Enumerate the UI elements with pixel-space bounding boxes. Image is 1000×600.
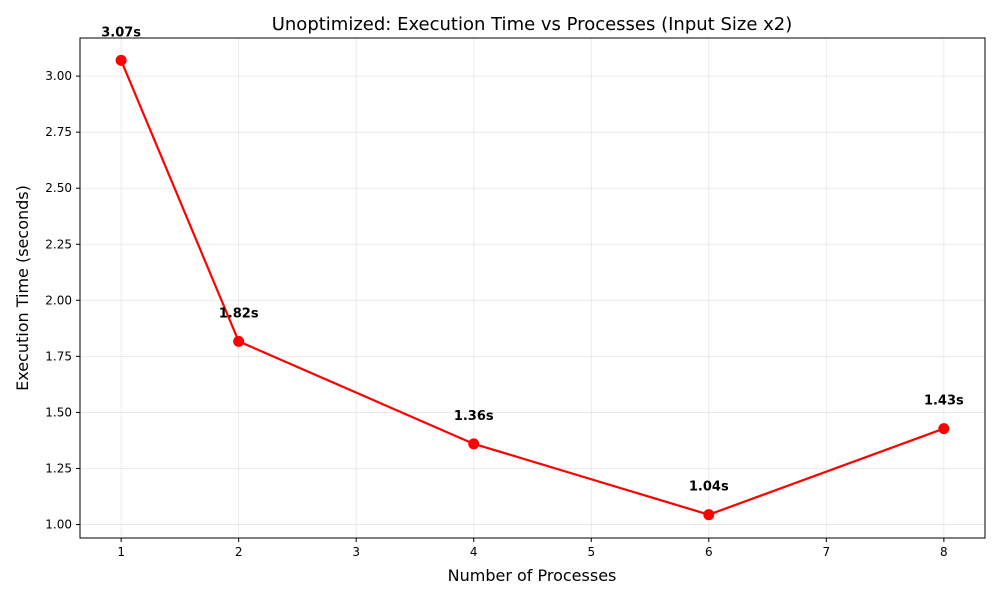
data-label: 1.04s [689,480,729,495]
x-tick-label: 3 [352,545,360,559]
x-tick-label: 6 [705,545,713,559]
y-axis-ticks: 1.00 1.25 1.50 1.75 2.00 2.25 2.50 2.75 3.00 [45,69,80,532]
data-point [703,509,715,521]
series-line [120,59,945,516]
y-tick-label: 3.00 [45,69,72,83]
data-labels-group: 3.07s 1.82s 1.36s 1.04s 1.43s [101,25,964,494]
series-points-group [115,54,950,521]
series-line-group [120,59,945,516]
x-tick-label: 7 [823,545,831,559]
y-tick-label: 1.00 [45,518,72,532]
x-tick-label: 2 [235,545,243,559]
y-tick-label: 2.50 [45,181,72,195]
x-tick-label: 5 [587,545,595,559]
x-axis-label: Number of Processes [448,566,617,585]
data-point [468,438,480,450]
chart-title: Unoptimized: Execution Time vs Processes… [272,14,793,35]
data-label: 1.82s [219,306,259,321]
x-tick-label: 8 [940,545,948,559]
grid [80,38,985,538]
y-tick-label: 1.75 [45,349,72,363]
plot-frame [79,37,986,539]
data-point [115,54,127,66]
x-tick-label: 1 [117,545,125,559]
data-point [233,335,245,347]
x-axis-ticks: 1 2 3 4 5 6 7 8 [117,538,948,559]
y-tick-label: 2.00 [45,293,72,307]
data-label: 1.36s [454,409,494,424]
y-tick-label: 2.25 [45,237,72,251]
y-axis-label: Execution Time (seconds) [13,185,32,391]
y-tick-label: 1.50 [45,405,72,419]
y-tick-label: 2.75 [45,125,72,139]
x-tick-label: 4 [470,545,478,559]
y-tick-label: 1.25 [45,461,72,475]
data-label: 3.07s [101,25,141,40]
data-label: 1.43s [924,394,964,409]
data-point [938,423,950,435]
